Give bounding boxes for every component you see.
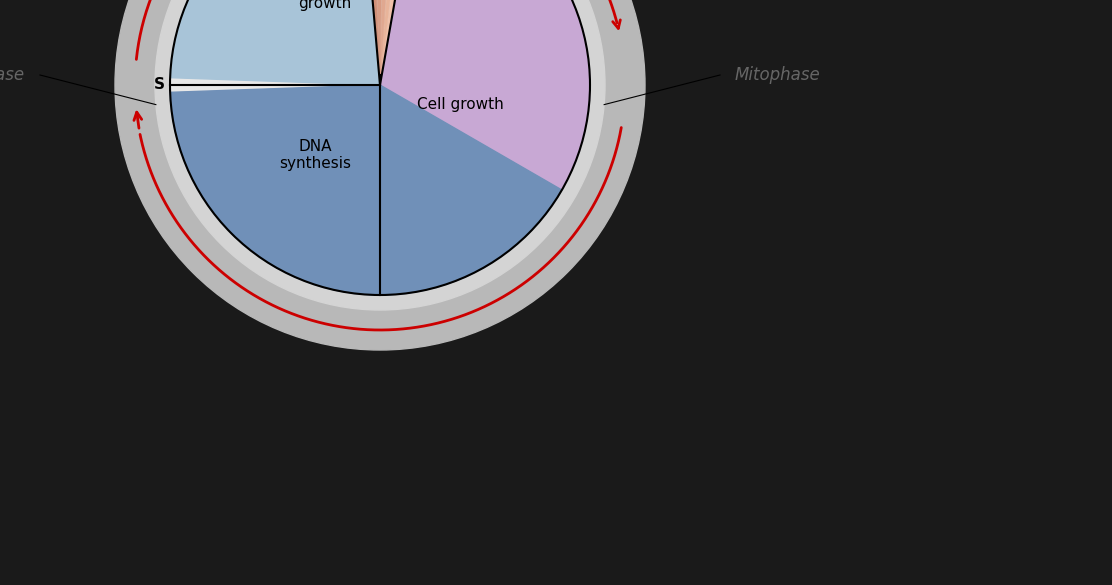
Text: DNA
synthesis: DNA synthesis bbox=[279, 139, 351, 171]
Circle shape bbox=[170, 0, 590, 295]
Text: S: S bbox=[153, 77, 165, 92]
Wedge shape bbox=[170, 85, 562, 295]
Text: Interphase: Interphase bbox=[0, 66, 24, 84]
Wedge shape bbox=[380, 0, 394, 85]
Text: Mitophase: Mitophase bbox=[735, 66, 821, 84]
Wedge shape bbox=[380, 0, 416, 85]
Circle shape bbox=[155, 0, 605, 310]
Wedge shape bbox=[170, 0, 380, 85]
Wedge shape bbox=[380, 0, 590, 190]
Wedge shape bbox=[374, 0, 383, 85]
Text: Cell
growth: Cell growth bbox=[298, 0, 351, 11]
Text: Cell growth: Cell growth bbox=[417, 98, 504, 112]
Circle shape bbox=[115, 0, 645, 350]
Wedge shape bbox=[363, 0, 380, 85]
Wedge shape bbox=[380, 0, 405, 85]
